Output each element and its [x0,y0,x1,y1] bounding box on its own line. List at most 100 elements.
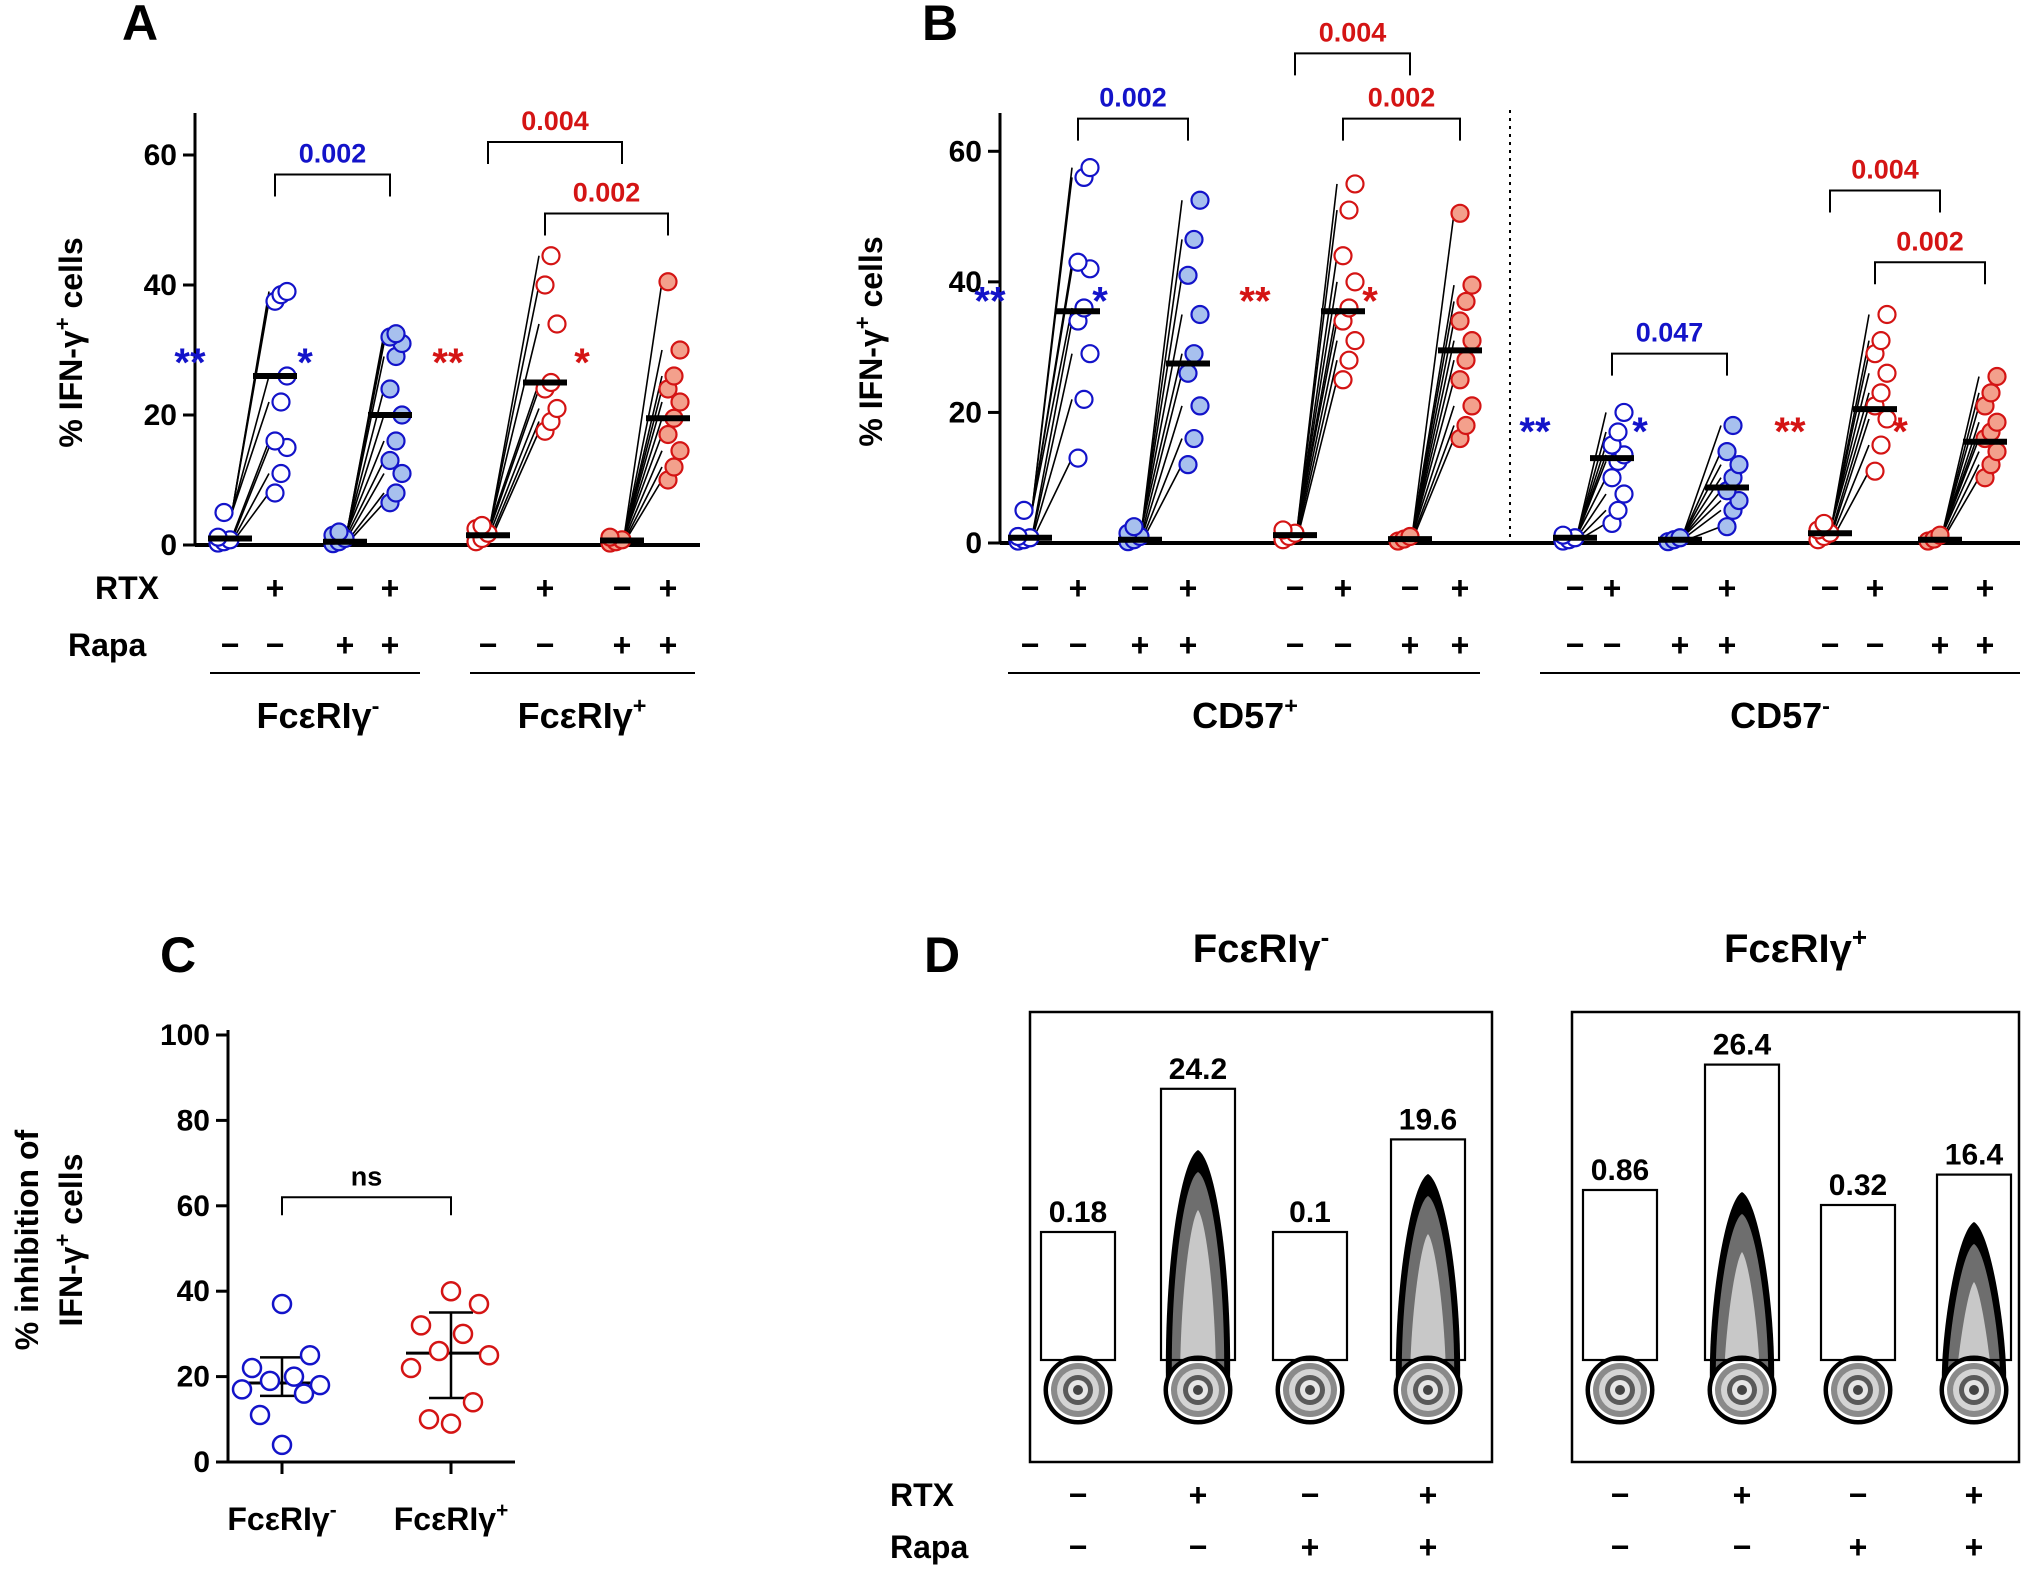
flow-plot-frame [1570,1010,2021,1464]
rapa-sign: + [1671,627,1690,663]
data-point [1450,203,1470,223]
rtx-sign: − [1131,570,1150,606]
data-point [249,1404,271,1426]
data-point [1871,435,1891,455]
rtx-sign: + [1733,1477,1752,1513]
pair-line [231,440,270,538]
data-point [1345,174,1365,194]
panel-c-ytick-label: 60 [177,1190,210,1223]
pair-line [1031,399,1073,540]
p-value-bracket-label: 0.002 [1368,83,1436,113]
data-point [241,1357,263,1379]
panel-a-ytick-label: 20 [144,399,177,432]
data-point [299,1345,321,1366]
data-point [231,1379,253,1400]
gate-percentage: 24.2 [1169,1053,1227,1086]
pair-line [489,284,540,526]
data-point [329,522,349,542]
density-contour [1073,1385,1083,1395]
panel-c-y-label-line1: % inhibition of [9,1129,45,1350]
data-point [1729,455,1749,475]
pair-line [231,291,270,513]
group-label-fceriy-pos-sup: + [633,693,647,719]
panel-c-ytick-label: 80 [177,1104,210,1137]
data-point [1981,383,2001,403]
rapa-sign: − [1821,627,1840,663]
significance-star: ** [1519,410,1551,454]
rapa-sign: + [381,627,400,663]
rtx-sign: + [1069,570,1088,606]
data-point [1339,200,1359,220]
pair-line [1296,183,1338,531]
data-point [1456,291,1476,312]
section-label-cd57-pos-base: CD57 [1192,695,1284,736]
data-point [1614,484,1634,504]
data-point [271,392,291,412]
rtx-sign: − [1849,1477,1868,1513]
pair-line [489,421,540,539]
rtx-sign: + [381,570,400,606]
rtx-sign: − [1931,570,1950,606]
pair-line [1411,213,1455,537]
section-label-cd57-pos: CD57+ [1192,693,1298,736]
rapa-sign: − [1603,627,1622,663]
pair-line [1831,418,1870,534]
pair-line [1411,425,1455,540]
gate-percentage: 0.86 [1591,1154,1649,1187]
p-value-bracket-line [1874,261,1986,285]
rapa-sign: − [1069,1529,1088,1565]
pair-line [1031,320,1073,537]
data-point [1814,513,1834,534]
gate-percentage: 0.18 [1049,1196,1107,1229]
rapa-sign: − [266,627,285,663]
pair-line [346,388,385,533]
data-point [428,1340,450,1362]
rapa-sign: − [1334,627,1353,663]
rtx-sign: + [1451,570,1470,606]
rtx-sign: + [1179,570,1198,606]
pair-line [1411,284,1455,537]
rtx-sign: + [659,570,678,606]
data-point [541,246,561,266]
pair-line [623,479,663,544]
rtx-sign: − [1401,570,1420,606]
panel-b-ytick-label: 0 [965,527,982,560]
rapa-sign: + [1419,1529,1438,1565]
data-point [547,314,567,334]
pair-line [623,375,663,538]
panel-a-ytick-label: 0 [160,529,177,562]
gate-rectangle [1581,1188,1659,1362]
p-value-bracket-line [274,173,391,197]
pair-line [231,375,270,513]
rtx-sign: + [1334,570,1353,606]
data-point [1723,415,1743,436]
data-point [293,1383,315,1404]
y-axis-label: % IFN-γ+ cells [850,236,889,446]
section-label-cd57-pos-sup: + [1284,693,1298,719]
pair-line [1576,477,1607,536]
data-point [468,1293,490,1315]
rtx-sign: − [613,570,632,606]
gate-rectangle [1389,1138,1467,1362]
p-value-bracket-label: 0.047 [1636,318,1704,348]
data-point [547,398,567,419]
density-contour [1969,1385,1979,1395]
panel-b-label: B [922,0,958,51]
gate-rectangle [1935,1173,2013,1362]
pair-line [489,430,540,543]
p-value-bracket-label: 0.002 [1099,83,1167,113]
data-point [670,392,690,412]
data-point [1080,344,1100,364]
pair-line [1576,493,1607,539]
rtx-row-label: RTX [95,570,160,606]
rtx-sign: + [1419,1477,1438,1513]
panel-c-label: C [160,927,196,983]
pair-line [1031,353,1073,538]
data-point [1462,331,1482,351]
y-axis-label-suffix: cells [853,236,889,316]
rapa-sign: + [1849,1529,1868,1565]
pair-line [1681,451,1722,539]
data-point [462,1391,484,1413]
rapa-sign: − [1733,1529,1752,1565]
